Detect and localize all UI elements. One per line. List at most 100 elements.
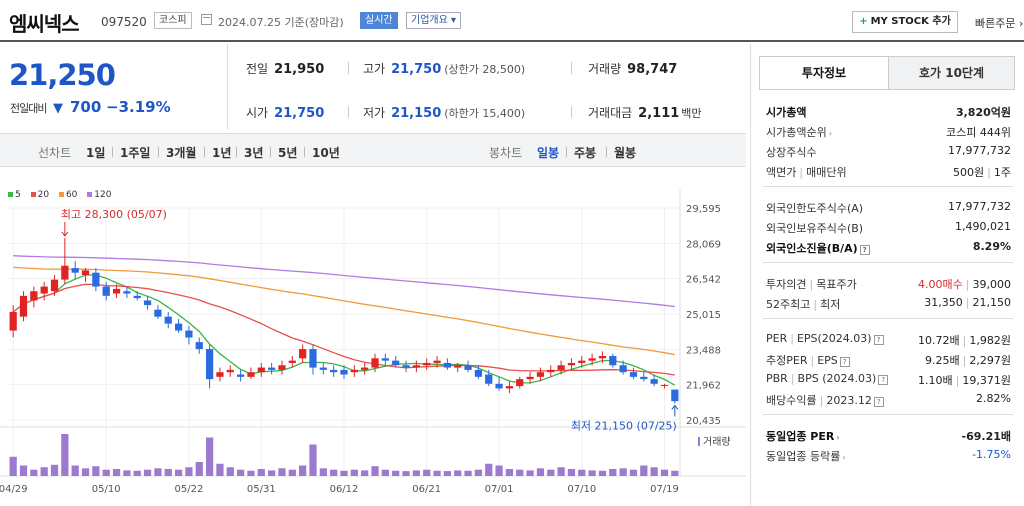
candle-body [671,389,679,402]
volume-bar [185,467,193,476]
row-foreign-hold: 외국인보유주식수(B) 1,490,021 [766,220,1011,235]
candle-body [402,365,410,368]
legend-ma5: 5 [8,190,21,200]
volume-bar [505,469,514,476]
candle-body [443,362,452,368]
row-cap-rank: 시가총액순위 › 코스피 444위 [766,126,1011,139]
price-change: 700 [70,98,102,116]
tab-order-book[interactable]: 호가 10단계 [888,57,1014,89]
x-tick-label: 07/19 [650,484,679,495]
volume-bar [412,470,420,476]
volume-bar [485,463,493,476]
line-chart-label: 선차트 [38,146,72,160]
company-overview-dropdown[interactable]: 기업개요 ▾ [406,12,461,29]
add-mystock-button[interactable]: + MY STOCK 추가 [852,11,958,33]
row-52w: 52주최고 | 최저 31,350 | 21,150 [766,296,1011,311]
legend-ma60: 60 [58,190,77,200]
candle-body [392,360,400,366]
candle-body [536,372,545,377]
volume-bar [236,469,245,476]
volume-bar [319,468,327,476]
candle-body [361,367,369,370]
panel-tabs: 투자정보 호가 10단계 [759,56,1015,90]
low-arrowhead-icon [671,404,679,410]
row-est-per: 추정PER | EPS? 9.25배 | 2,297원 [766,354,1011,367]
period-3y[interactable]: 3년 [244,146,264,160]
candle-body [381,358,389,361]
x-tick-label: 04/29 [0,484,28,495]
row-industry-per: 동일업종 PER › -69.21배 [766,430,1011,443]
candle-body [19,295,28,317]
candle-body [40,286,48,294]
period-daily[interactable]: 일봉 [537,146,560,160]
quote-high: 고가 21,750 (상한가 28,500) [363,62,526,77]
stock-name: 엠씨넥스 [9,12,80,36]
help-icon[interactable]: ? [878,375,889,385]
candle-body [195,342,203,350]
period-1d[interactable]: 1일 [86,146,106,160]
help-icon[interactable]: ? [839,357,850,367]
help-icon[interactable]: ? [859,245,870,255]
period-5y[interactable]: 5년 [278,146,298,160]
period-10y[interactable]: 10년 [312,146,340,160]
period-1y[interactable]: 1년 [212,146,232,160]
volume-bar [112,469,121,476]
candle-body [464,365,472,370]
volume-bar [350,469,358,476]
candle-body [609,356,617,366]
volume-bar [247,470,255,476]
row-industry-change: 동일업종 등락률 › -1.75% [766,448,1011,463]
tab-investment-info[interactable]: 투자정보 [760,57,888,89]
candlestick-chart[interactable]: 29,595 28,069 26,542 25,015 23,488 21,962 20,4… [0,184,746,506]
quote-summary: 전일 21,950 고가 21,750 (상한가 28,500) 거래량 98,747 … [228,44,746,130]
candle-body [205,349,214,380]
candle-body [154,309,162,317]
y-tick-label: 28,069 [686,239,721,250]
x-tick-label: 06/12 [330,484,359,495]
period-1w[interactable]: 1주일 [120,146,151,160]
ma20-line [12,283,675,376]
candle-body [598,356,607,359]
volume-bar [381,469,389,476]
candle-body [309,349,317,368]
period-weekly[interactable]: 주봉 [574,146,597,160]
candle-body [50,279,59,292]
row-pbr-bps: PBR | BPS (2024.03)? 1.10배 | 19,371원 [766,372,1011,387]
help-icon[interactable]: ? [873,335,884,345]
volume-bar [61,434,69,476]
volume-bar [330,469,338,476]
candle-body [485,374,493,384]
low-annotation: 최저 21,150 (07/25) [571,419,677,432]
volume-bar [133,470,141,476]
y-tick-label: 20,435 [686,416,721,427]
candle-body [660,384,669,386]
candle-body [174,323,183,331]
candle-body [588,358,596,361]
y-tick-label: 25,015 [686,310,721,321]
candle-body [526,376,534,380]
volume-bar [371,466,379,476]
x-tick-label: 05/31 [247,484,276,495]
candle-body [495,383,503,389]
volume-bar [671,470,679,476]
period-3m[interactable]: 3개월 [166,146,197,160]
candle-body [102,286,110,296]
candle-body [505,386,514,389]
quick-order-link[interactable]: 빠른주문 › [975,17,1024,30]
volume-bar [257,469,265,476]
help-icon[interactable]: ? [873,397,884,407]
volume-bar [392,470,400,476]
price-box: 21,250 전일대비 ▼ 700 −3.19% [0,44,228,130]
candle-body [9,312,17,331]
chevron-right-icon: › [842,453,846,462]
quote-amount: 거래대금 2,111 백만 [588,106,702,121]
realtime-button[interactable]: 실시간 [360,12,398,29]
candle-body [112,288,121,294]
volume-bar [226,467,234,476]
volume-bar [174,469,183,476]
candle-body [557,365,565,370]
candle-body [278,365,286,370]
candle-body [319,367,327,370]
period-monthly[interactable]: 월봉 [614,146,637,160]
candle-body [516,379,524,387]
